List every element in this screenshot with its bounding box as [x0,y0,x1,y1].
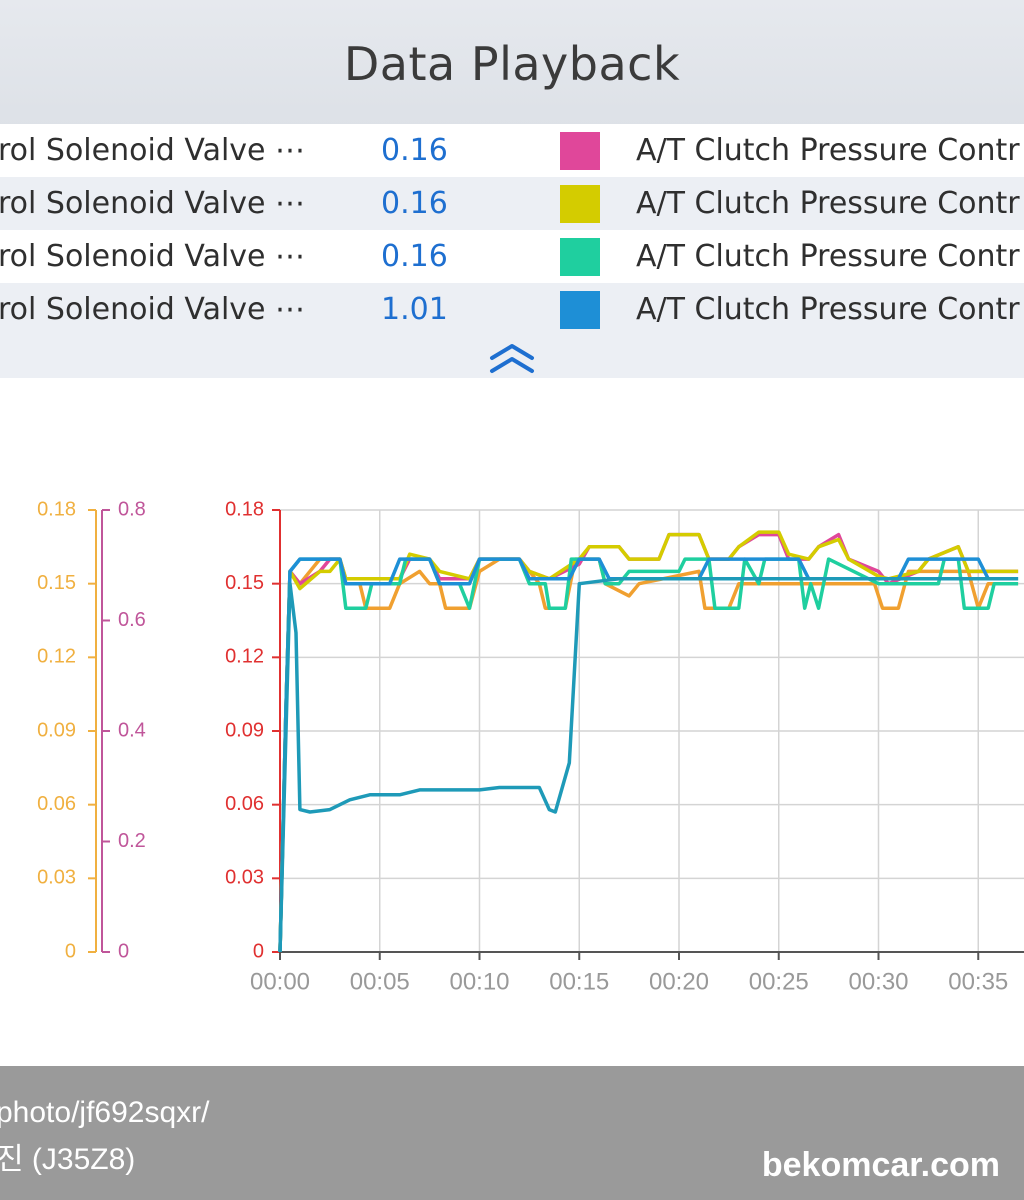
series-label: A/T Clutch Pressure Contr [636,239,1020,274]
x-tick-label: 00:30 [848,968,908,995]
y-tick-label: 0.18 [37,498,76,520]
y-tick-label: 0.15 [37,572,76,594]
series-line[interactable] [278,530,1019,953]
series-label: A/T Clutch Pressure Contr [636,292,1020,327]
legend-row[interactable]: rol Solenoid Valve ⋯ 0.16 A/T Clutch Pre… [0,230,1024,283]
y-tick-label: 0.12 [225,646,264,668]
y-tick-label: 0.18 [225,498,264,520]
watermark-url: photo/jf692sqxr/ [0,1096,210,1129]
y-tick-label: 0.12 [37,646,76,668]
parameter-value: 1.01 [381,292,448,327]
y-tick-label: 0.03 [37,867,76,889]
series-color-swatch[interactable] [560,291,600,329]
parameter-name: rol Solenoid Valve ⋯ [0,239,306,274]
page-title: Data Playback [343,37,681,91]
legend-row[interactable]: rol Solenoid Valve ⋯ 0.16 A/T Clutch Pre… [0,124,1024,177]
app-header: Data Playback [0,0,1024,128]
series-line[interactable] [278,557,1019,953]
footer-watermark: photo/jf692sqxr/ 진 (J35Z8) bekomcar.com [0,1066,1024,1200]
x-tick-label: 00:10 [449,968,509,995]
x-tick-label: 00:05 [350,968,410,995]
brand-logo-text: bekomcar.com [761,1146,1000,1184]
series-line[interactable] [278,557,1019,953]
double-chevron-up-icon [490,344,534,373]
parameter-name: rol Solenoid Valve ⋯ [0,186,306,221]
y-tick-label: 0.2 [118,830,146,852]
collapse-button[interactable] [486,338,538,378]
y-tick-label: 0.8 [118,498,146,520]
y-tick-label: 0.15 [225,572,264,594]
y-tick-label: 0.06 [37,793,76,815]
parameter-value: 0.16 [381,186,448,221]
parameter-value: 0.16 [381,239,448,274]
x-tick-label: 00:00 [250,968,310,995]
series-label: A/T Clutch Pressure Contr [636,186,1020,221]
parameter-value: 0.16 [381,133,448,168]
y-tick-label: 0 [253,940,264,962]
watermark-caption: 진 (J35Z8) [0,1143,136,1176]
series-line[interactable] [278,577,1019,953]
x-tick-label: 00:15 [549,968,609,995]
series-line[interactable] [278,557,1019,953]
x-tick-label: 00:20 [649,968,709,995]
x-tick-label: 00:25 [749,968,809,995]
series-color-swatch[interactable] [560,185,600,223]
legend-row[interactable]: rol Solenoid Valve ⋯ 1.01 A/T Clutch Pre… [0,283,1024,336]
legend-row[interactable]: rol Solenoid Valve ⋯ 0.16 A/T Clutch Pre… [0,177,1024,230]
legend-table: rol Solenoid Valve ⋯ 0.16 A/T Clutch Pre… [0,124,1024,336]
y-tick-label: 0.03 [225,867,264,889]
y-tick-label: 0.06 [225,793,264,815]
y-tick-label: 0.09 [225,719,264,741]
parameter-name: rol Solenoid Valve ⋯ [0,133,306,168]
series-line[interactable] [278,532,1019,953]
series-color-swatch[interactable] [560,132,600,170]
line-chart[interactable]: 00.030.060.090.120.150.1800.20.40.60.800… [0,380,1024,1066]
series-color-swatch[interactable] [560,238,600,276]
x-tick-label: 00:35 [948,968,1008,995]
parameter-name: rol Solenoid Valve ⋯ [0,292,306,327]
y-tick-label: 0 [65,940,76,962]
series-label: A/T Clutch Pressure Contr [636,133,1020,168]
y-tick-label: 0.6 [118,609,146,631]
y-tick-label: 0 [118,940,129,962]
y-tick-label: 0.09 [37,719,76,741]
y-tick-label: 0.4 [118,719,146,741]
